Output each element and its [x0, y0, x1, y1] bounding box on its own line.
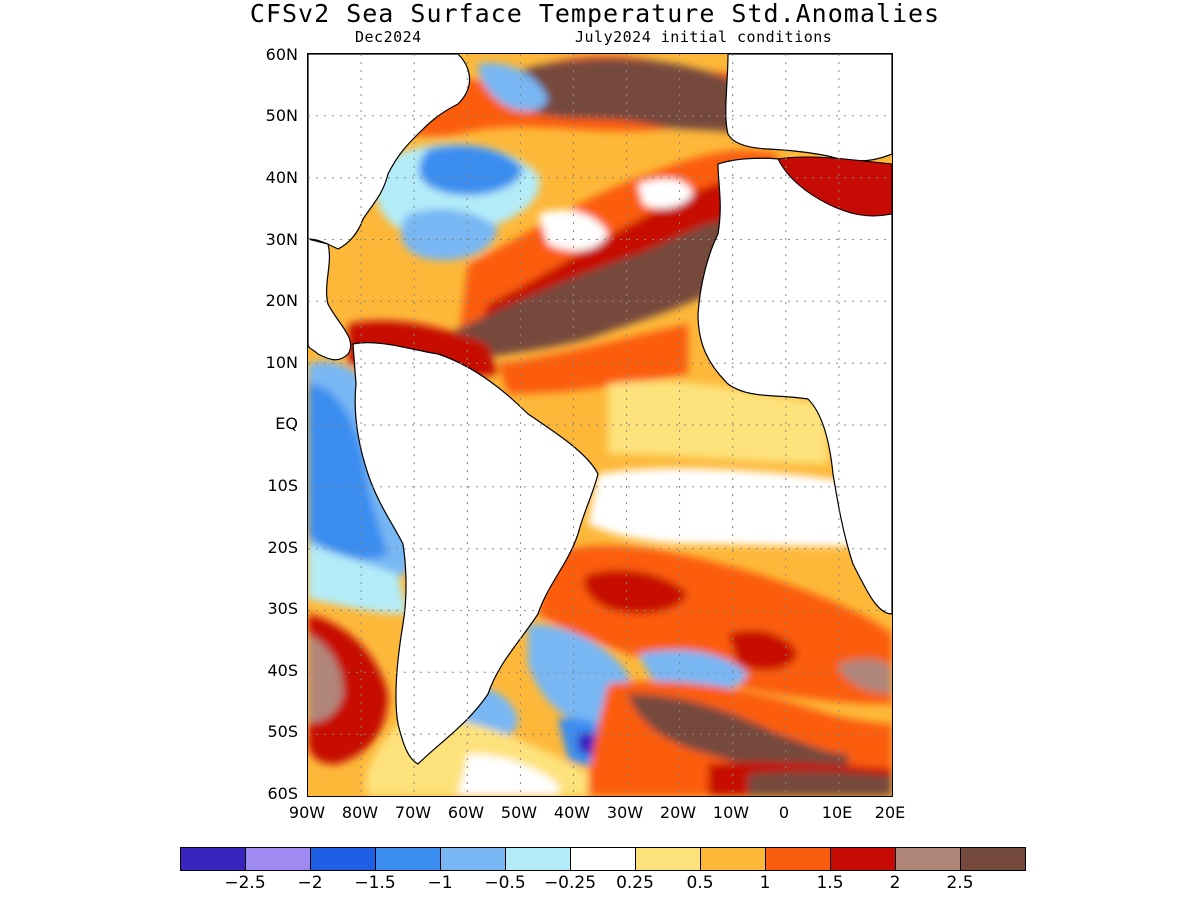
colorbar-label: 2.5: [946, 873, 974, 893]
europe-landmass: [725, 54, 892, 162]
lat-label: 10S: [267, 476, 298, 495]
colorbar-label: −1: [427, 873, 453, 893]
valid-month-label: Dec2024: [355, 28, 422, 46]
colorbar-label: 2: [889, 873, 901, 893]
colorbar-swatch: [701, 848, 766, 870]
sst-anomaly-map: [307, 53, 893, 797]
lon-label: 20E: [874, 803, 906, 822]
colorbar-swatch: [506, 848, 571, 870]
north-america-landmass: [308, 54, 471, 250]
lon-label: 70W: [394, 803, 432, 822]
colorbar-label: −1.5: [354, 873, 396, 893]
lat-label: 30S: [267, 599, 298, 618]
lat-label: 50N: [265, 106, 298, 125]
land-masses: [308, 54, 892, 765]
lat-label: 50S: [267, 722, 298, 741]
lat-label: 60N: [265, 45, 298, 64]
colorbar-swatch: [181, 848, 246, 870]
anomaly-field: [308, 54, 892, 796]
lon-label: 50W: [500, 803, 538, 822]
lon-label: 10W: [712, 803, 750, 822]
colorbar-label: −2: [297, 873, 323, 893]
colorbar-label: 0.25: [616, 873, 654, 893]
lon-label: 60W: [447, 803, 485, 822]
lat-label: 30N: [265, 230, 298, 249]
lat-label: 10N: [265, 353, 298, 372]
lon-label: 20W: [659, 803, 697, 822]
colorbar-swatch: [961, 848, 1025, 870]
colorbar-swatch: [376, 848, 441, 870]
colorbar-label: −0.25: [543, 873, 597, 893]
lat-label: 40S: [267, 661, 298, 680]
colorbar-swatch: [246, 848, 311, 870]
map-title: CFSv2 Sea Surface Temperature Std.Anomal…: [249, 0, 941, 28]
initial-conditions-label: July2024 initial conditions: [575, 28, 833, 46]
lon-label: 90W: [288, 803, 326, 822]
central-america-landmass: [308, 238, 352, 361]
graticule: [308, 54, 892, 796]
lon-label: 0: [778, 803, 790, 822]
colorbar: [180, 847, 1026, 871]
colorbar-label: 1.5: [816, 873, 844, 893]
lon-label: 80W: [341, 803, 379, 822]
colorbar-swatch: [636, 848, 701, 870]
colorbar-swatch: [441, 848, 506, 870]
lon-label: 10E: [821, 803, 853, 822]
lat-label: EQ: [275, 414, 298, 433]
colorbar-label: 1: [759, 873, 771, 893]
colorbar-swatch: [831, 848, 896, 870]
colorbar-swatch: [571, 848, 636, 870]
lat-label: 20N: [265, 291, 298, 310]
lat-label: 20S: [267, 538, 298, 557]
colorbar-swatch: [766, 848, 831, 870]
lat-label: 40N: [265, 168, 298, 187]
map-canvas: [308, 54, 892, 796]
lon-label: 30W: [606, 803, 644, 822]
mediterranean-sea: [777, 156, 892, 217]
colorbar-label: −0.5: [484, 873, 526, 893]
lat-label: 60S: [267, 784, 298, 803]
lon-label: 40W: [553, 803, 591, 822]
colorbar-swatch: [896, 848, 961, 870]
colorbar-label: 0.5: [686, 873, 714, 893]
colorbar-label: −2.5: [224, 873, 266, 893]
colorbar-swatch: [311, 848, 376, 870]
